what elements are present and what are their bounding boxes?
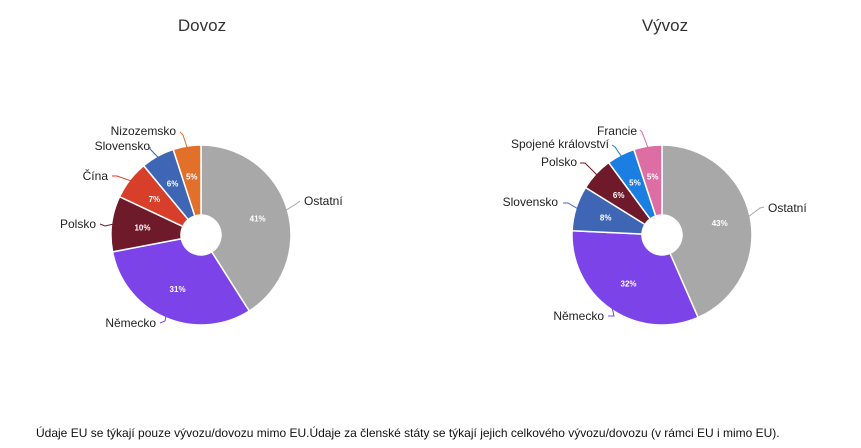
footnote: Údaje EU se týkají pouze vývozu/dovozu m… xyxy=(36,426,780,440)
slice-percent-slovensko: 8% xyxy=(600,213,612,222)
leader-line-nemecko xyxy=(608,307,615,317)
slice-label-spojene-kralovstvi: Spojené království xyxy=(511,137,610,151)
slice-percent-polsko: 10% xyxy=(134,224,150,233)
slice-nizozemsko xyxy=(172,144,202,217)
leader-line-francie xyxy=(639,129,649,149)
slice-percent-nemecko: 32% xyxy=(621,280,637,289)
leader-line-nizozemsko xyxy=(179,131,188,149)
slice-label-slovensko: Slovensko xyxy=(95,139,151,153)
chart-title: Vývoz xyxy=(641,16,689,35)
slice-francie xyxy=(632,144,663,217)
vyvoz-chart: Vývoz 43% Ostatní 32% Německo 8% Slovensko 6% P… xyxy=(430,0,860,400)
slice-label-ostatni: Ostatní xyxy=(304,194,343,208)
vyvoz-pie: 43% Ostatní 32% Německo 8% Slovensko 6% Polsko 5… xyxy=(503,124,807,326)
dovoz-pie: 41% Ostatní 31% Německo 10% Polsko 7% Čína 6% Slo… xyxy=(60,124,343,330)
slice-percent-ostatni: 43% xyxy=(712,219,728,228)
slice-percent-nemecko: 31% xyxy=(170,285,186,294)
slice-label-polsko: Polsko xyxy=(60,217,96,231)
slice-nemecko xyxy=(571,229,700,326)
slice-percent-ostatni: 41% xyxy=(250,215,266,224)
slice-percent-cina: 7% xyxy=(149,195,161,204)
slice-nemecko xyxy=(111,237,251,326)
leader-line-polsko xyxy=(580,162,598,176)
slice-label-polsko: Polsko xyxy=(541,155,577,169)
slice-percent-slovensko: 6% xyxy=(167,179,179,188)
slice-label-nizozemsko: Nizozemsko xyxy=(111,124,177,138)
slice-label-cina: Čína xyxy=(83,168,109,183)
leader-line-polsko xyxy=(99,223,114,227)
slice-percent-nizozemsko: 5% xyxy=(186,173,198,182)
slice-percent-polsko: 6% xyxy=(613,191,625,200)
leader-line-slovensko xyxy=(563,202,579,210)
slice-label-nemecko: Německo xyxy=(105,316,156,330)
leader-line-cina xyxy=(112,175,132,182)
leader-line-slovensko xyxy=(149,147,159,159)
leader-line-ostatni xyxy=(285,200,301,211)
slice-percent-francie: 5% xyxy=(647,173,659,182)
leader-line-nemecko xyxy=(159,315,167,324)
slice-percent-spojene-kralovstvi: 5% xyxy=(629,179,641,188)
dovoz-chart: Dovoz 41% Ostatní 31% Německo 10% Polsko 7% Čín… xyxy=(0,0,430,400)
leader-line-ostatni xyxy=(747,206,765,218)
slice-label-nemecko: Německo xyxy=(553,309,604,323)
slice-label-ostatni: Ostatní xyxy=(768,201,807,215)
chart-title: Dovoz xyxy=(177,16,227,35)
slice-ostatni xyxy=(661,144,753,319)
leader-line-spojene-kralovstvi xyxy=(611,144,623,158)
slice-label-slovensko: Slovensko xyxy=(503,195,559,209)
slice-label-francie: Francie xyxy=(597,124,637,138)
